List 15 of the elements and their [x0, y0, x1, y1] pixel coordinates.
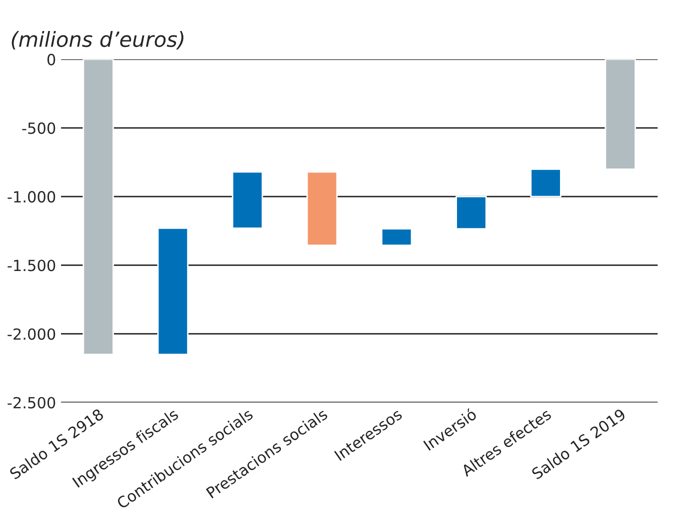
chart-subtitle: (milions d’euros)	[12, 30, 184, 50]
y-tick-label: -2.500	[8, 396, 56, 408]
bar	[381, 228, 412, 246]
bar	[530, 168, 562, 198]
bar	[456, 196, 487, 230]
y-tick-label: 0	[47, 54, 56, 66]
bar	[604, 59, 636, 170]
bar	[82, 59, 114, 356]
bar	[232, 171, 264, 229]
y-tick-label: -500	[22, 122, 56, 134]
y-tick-label: -2.000	[8, 328, 56, 340]
bar	[157, 227, 188, 356]
y-tick-label: -1.000	[8, 191, 56, 203]
y-tick-label: -1.500	[8, 260, 56, 272]
bar	[306, 171, 338, 246]
